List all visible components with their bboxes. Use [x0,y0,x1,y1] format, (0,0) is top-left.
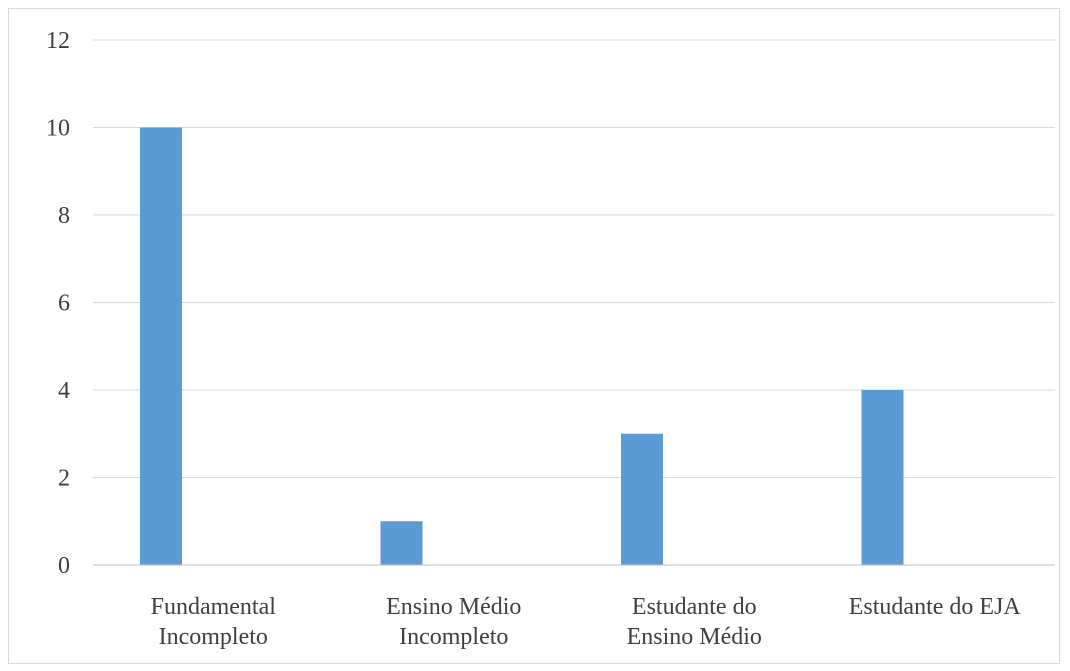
x-category-label-line: Incompleto [399,624,508,650]
y-tick-label: 0 [58,553,70,579]
x-category-label: Estudante do Ensino Médio [627,594,762,650]
x-axis-category-labels: Fundamental Incompleto Ensino Médio Incompl… [151,594,1022,650]
y-tick-label: 12 [46,28,70,54]
x-category-label-line: Ensino Médio [386,594,521,620]
x-category-label-line: Estudante do [632,594,757,620]
x-category-label: Estudante do EJA [849,594,1022,620]
y-tick-label: 8 [58,203,70,229]
x-category-label: Fundamental Incompleto [151,594,277,650]
bar [380,521,423,565]
x-category-label: Ensino Médio Incompleto [386,594,521,650]
y-tick-label: 10 [46,116,70,142]
y-axis-tick-labels: 0 2 4 6 8 10 12 [46,28,70,579]
grid-lines [93,39,1055,478]
y-tick-label: 6 [58,291,70,317]
y-tick-label: 4 [58,378,70,404]
bars [140,127,904,565]
bar [621,433,663,565]
x-category-label-line: Incompleto [159,624,268,650]
bar [861,390,904,565]
x-category-label-line: Fundamental [151,594,277,620]
bar [140,127,182,565]
x-category-label-line: Ensino Médio [627,624,762,650]
x-category-label-line: Estudante do EJA [849,594,1022,620]
y-tick-label: 2 [58,466,70,492]
